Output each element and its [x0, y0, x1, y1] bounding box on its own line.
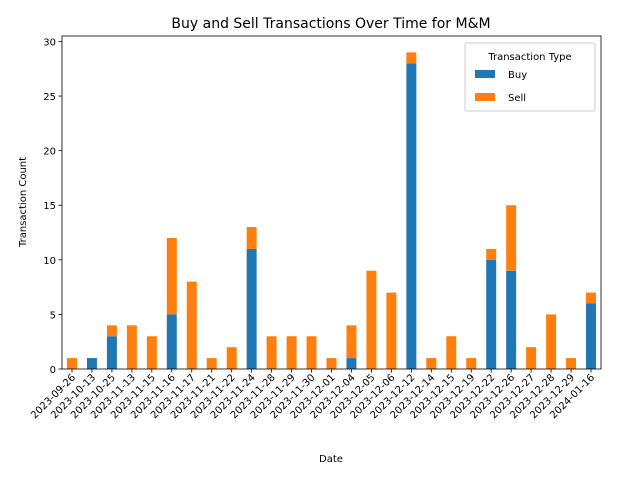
bar-buy-2023-11-24: [246, 248, 257, 369]
bar-sell-2023-12-28: [546, 314, 557, 369]
bar-sell-2023-11-22: [226, 347, 237, 369]
legend-label-buy: Buy: [508, 70, 527, 81]
legend-label-sell: Sell: [508, 93, 526, 104]
y-tick-label: 0: [50, 365, 56, 376]
bar-sell-2023-11-29: [286, 336, 297, 369]
bar-sell-2023-12-19: [466, 358, 477, 369]
y-tick-label: 5: [50, 310, 56, 321]
bar-sell-2023-12-26: [506, 205, 517, 271]
bar-sell-2023-11-21: [206, 358, 217, 369]
legend-swatch-buy: [475, 70, 495, 78]
bar-buy-2024-01-16: [586, 303, 597, 369]
bar-buy-2023-12-12: [406, 63, 417, 370]
bar-sell-2024-01-16: [586, 292, 597, 304]
bar-sell-2023-09-26: [66, 358, 77, 369]
bar-sell-2023-10-25: [106, 325, 117, 337]
bar-buy-2023-11-16: [166, 314, 177, 369]
bar-sell-2023-11-16: [166, 237, 177, 315]
bar-sell-2023-11-28: [266, 336, 277, 369]
bar-sell-2023-12-29: [566, 358, 577, 369]
bar-sell-2023-12-05: [366, 270, 377, 369]
bars-group: [66, 52, 597, 370]
bar-sell-2023-12-22: [486, 248, 497, 260]
chart-title: Buy and Sell Transactions Over Time for …: [171, 16, 490, 32]
y-tick-label: 25: [43, 92, 56, 103]
bar-buy-2023-10-25: [106, 336, 117, 369]
bar-sell-2023-12-14: [426, 358, 437, 369]
bar-sell-2023-11-30: [306, 336, 317, 369]
bar-sell-2023-12-04: [346, 325, 357, 359]
bar-buy-2023-10-13: [86, 358, 97, 369]
legend-box: [464, 42, 596, 112]
bar-sell-2023-12-15: [446, 336, 457, 369]
legend-swatch-sell: [475, 93, 495, 101]
bar-sell-2023-11-24: [246, 227, 257, 249]
bar-sell-2023-12-06: [386, 292, 397, 369]
bar-sell-2023-11-15: [146, 336, 157, 369]
bar-buy-2023-12-26: [506, 270, 517, 369]
x-axis-label: Date: [319, 454, 343, 465]
bar-buy-2023-12-22: [486, 259, 497, 369]
legend: Transaction Type Buy Sell: [464, 42, 596, 112]
bar-sell-2023-11-13: [126, 325, 137, 369]
legend-title: Transaction Type: [487, 52, 571, 63]
y-axis-label: Transaction Count: [18, 157, 29, 248]
bar-sell-2023-12-12: [406, 52, 417, 64]
bar-sell-2023-12-01: [326, 358, 337, 369]
bar-sell-2023-11-17: [186, 281, 197, 369]
y-tick-label: 15: [43, 201, 56, 212]
y-tick-label: 20: [43, 147, 56, 158]
bar-sell-2023-12-27: [526, 347, 537, 369]
y-tick-label: 10: [43, 256, 56, 267]
bar-buy-2023-12-04: [346, 358, 357, 369]
y-tick-label: 30: [43, 37, 56, 48]
